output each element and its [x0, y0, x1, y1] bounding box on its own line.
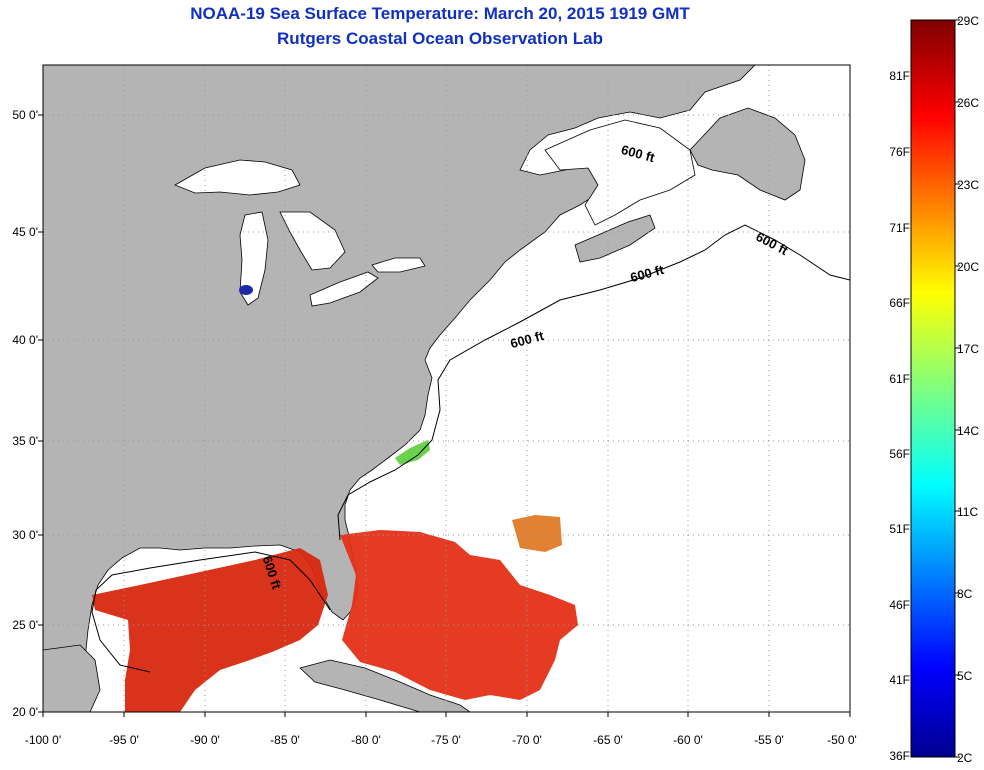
- colorbar-f-label: 56F: [889, 447, 910, 461]
- colorbar-f-label: 41F: [889, 673, 910, 687]
- land-nova-scotia: [574, 214, 656, 263]
- sst-carolina-nearshore: [395, 440, 430, 465]
- colorbar-c-label: 17C: [957, 342, 980, 356]
- colorbar-c-label: 23C: [957, 178, 980, 192]
- colorbar-c-label: 14C: [957, 424, 980, 438]
- lake-superior: [174, 159, 301, 196]
- colorbar-c-label: 20C: [957, 260, 980, 274]
- isobath-600ft-gulf: [91, 551, 331, 673]
- lat-tick-label: 40 0': [12, 333, 38, 347]
- gulf-st-lawrence: [544, 119, 696, 226]
- lake-huron: [279, 211, 346, 271]
- lat-tick-label: 35 0': [12, 434, 38, 448]
- colorbar-c-label: 2C: [957, 751, 973, 765]
- axis-ticks: [38, 114, 851, 717]
- lat-tick-label: 30 0': [12, 528, 38, 542]
- lon-tick-label: -50 0': [827, 733, 857, 747]
- lake-michigan-cold-patch: [239, 285, 253, 295]
- colorbar-c-label: 26C: [957, 96, 980, 110]
- colorbar-f-label: 36F: [889, 749, 910, 763]
- land-cuba: [299, 659, 471, 712]
- sst-gulf-of-mexico: [92, 548, 328, 712]
- colorbar-f-label: 61F: [889, 372, 910, 386]
- lake-michigan: [239, 211, 269, 306]
- colorbar: [910, 19, 956, 758]
- isobath-600ft: [337, 224, 850, 541]
- colorbar-f-label: 81F: [889, 69, 910, 83]
- lat-tick-label: 25 0': [12, 618, 38, 632]
- lat-tick-label: 45 0': [12, 225, 38, 239]
- lon-tick-label: -90 0': [190, 733, 220, 747]
- lat-tick-label: 20 0': [12, 705, 38, 719]
- lon-tick-label: -100 0': [24, 733, 62, 747]
- lon-tick-label: -70 0': [512, 733, 542, 747]
- map-title: NOAA-19 Sea Surface Temperature: March 2…: [190, 4, 690, 23]
- colorbar-f-label: 71F: [889, 221, 910, 235]
- sst-atlantic-patch: [512, 515, 562, 552]
- land-newfoundland: [689, 107, 806, 201]
- colorbar-f-label: 76F: [889, 145, 910, 159]
- lon-tick-label: -95 0': [109, 733, 139, 747]
- lon-tick-label: -75 0': [431, 733, 461, 747]
- colorbar-c-label: 11C: [957, 505, 979, 519]
- lon-tick-label: -85 0': [270, 733, 300, 747]
- lake-erie: [309, 271, 379, 307]
- lake-ontario: [371, 257, 426, 273]
- land-yucatan: [43, 644, 101, 712]
- lon-tick-label: -60 0': [673, 733, 703, 747]
- lon-tick-label: -55 0': [754, 733, 784, 747]
- lon-tick-label: -80 0': [351, 733, 381, 747]
- lon-tick-label: -65 0': [593, 733, 623, 747]
- land-north-america: [43, 65, 756, 712]
- colorbar-ticks: [955, 19, 960, 758]
- lat-tick-label: 50 0': [12, 108, 38, 122]
- colorbar-f-label: 46F: [889, 598, 910, 612]
- colorbar-c-label: 8C: [957, 587, 973, 601]
- sst-florida-straits: [340, 530, 578, 700]
- colorbar-f-label: 66F: [889, 296, 910, 310]
- colorbar-c-label: 5C: [957, 669, 973, 683]
- colorbar-f-label: 51F: [889, 522, 910, 536]
- colorbar-c-label: 29C: [957, 14, 980, 28]
- map-subtitle: Rutgers Coastal Ocean Observation Lab: [277, 29, 603, 48]
